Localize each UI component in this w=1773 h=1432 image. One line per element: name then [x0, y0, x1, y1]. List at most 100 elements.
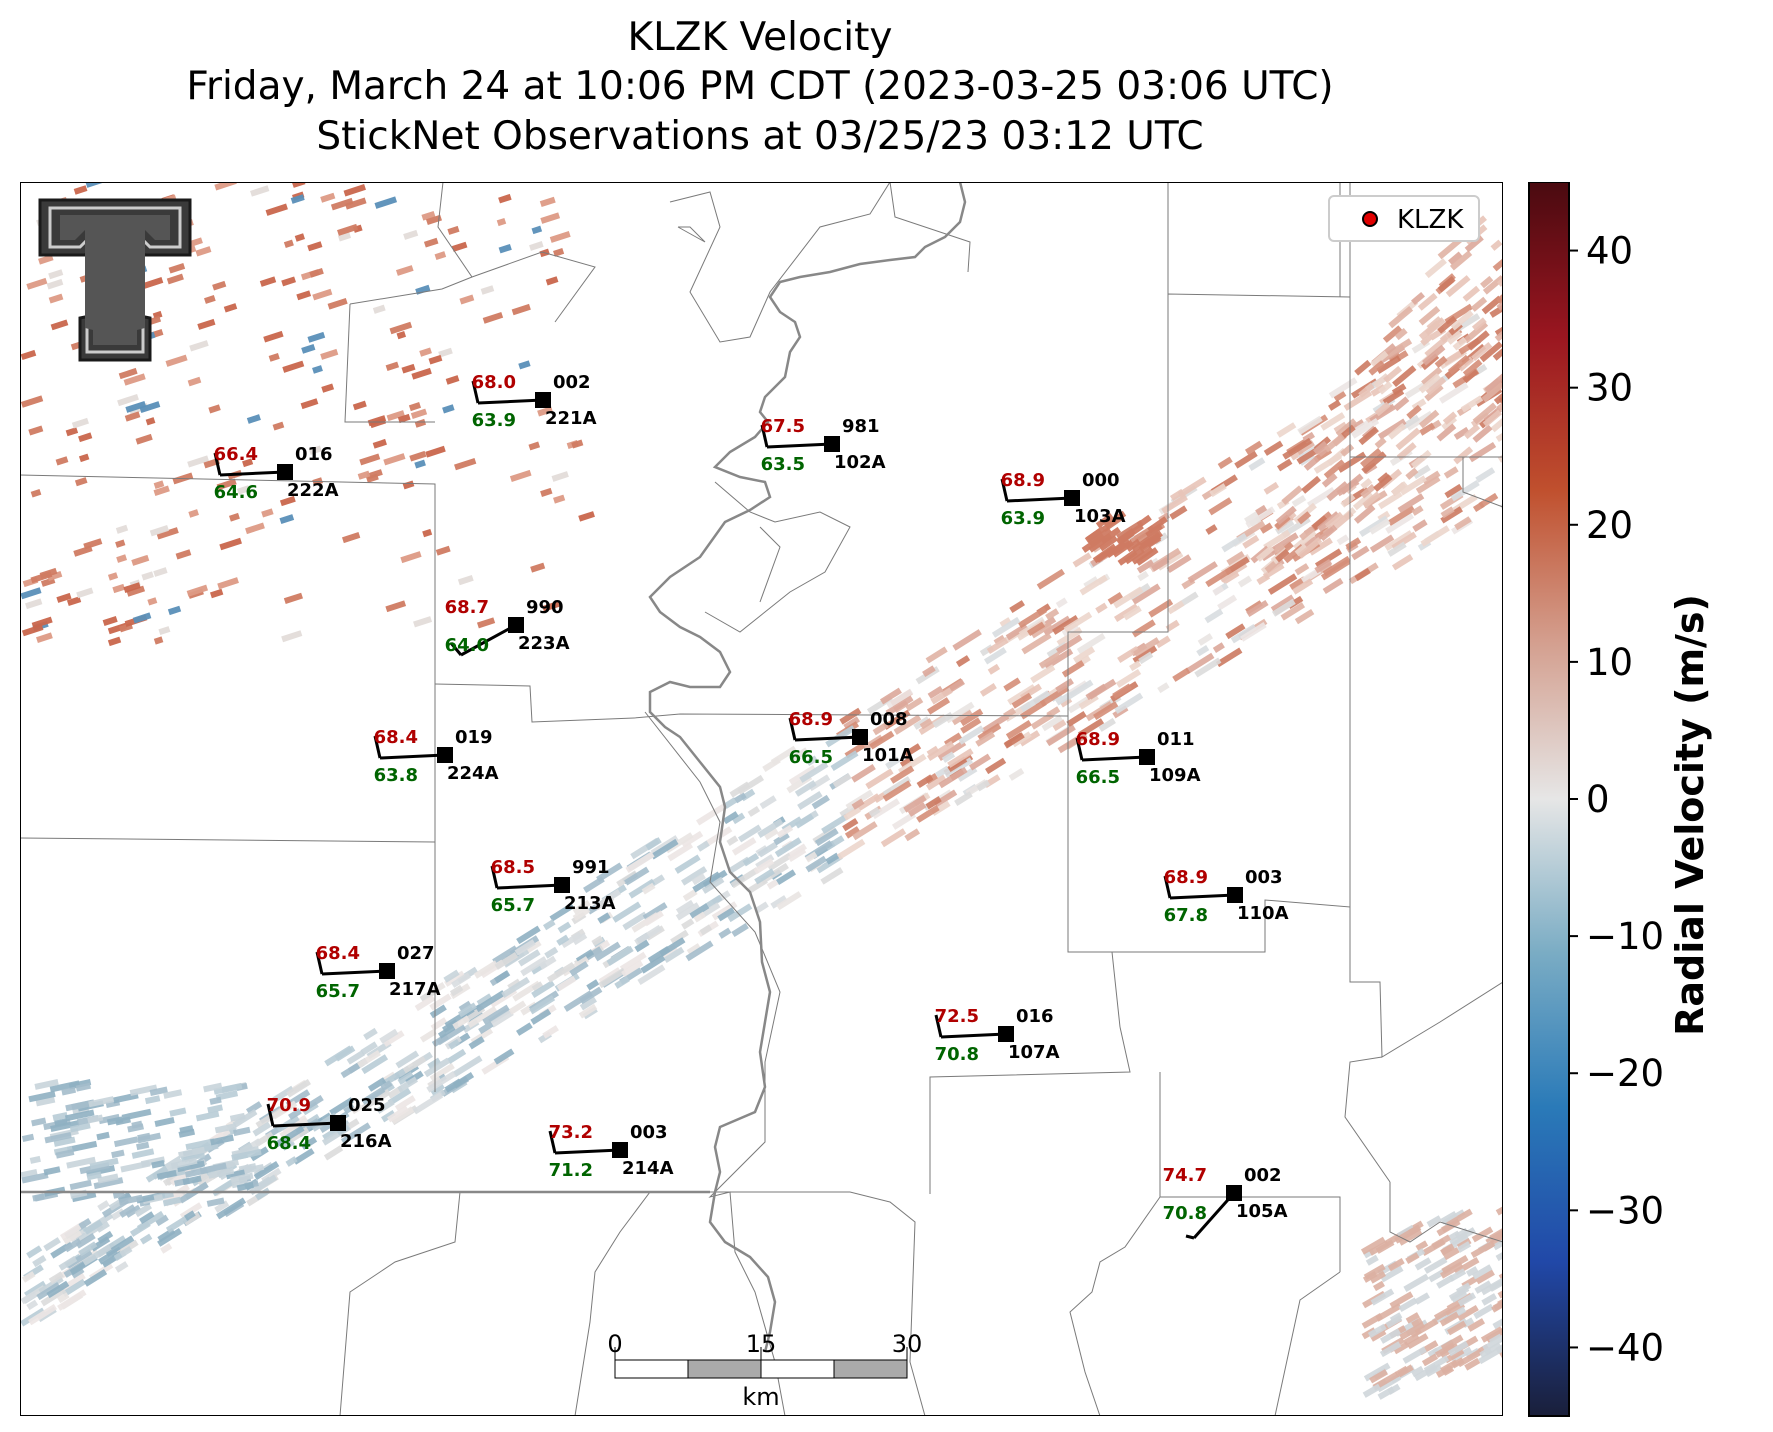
- wind-barb: [379, 753, 446, 760]
- temperature-label: 74.7: [1163, 1165, 1207, 1186]
- wind-barb: [272, 1121, 339, 1128]
- wind-barb: [794, 735, 861, 742]
- station-marker: [852, 729, 868, 745]
- station-103a: 68.9 000 63.9 103A: [1000, 470, 1126, 529]
- pressure-label: 027: [397, 943, 435, 964]
- texas-tech-logo: [38, 198, 192, 362]
- station-marker: [1139, 749, 1155, 765]
- station-213a: 68.5 991 65.7 213A: [490, 857, 616, 916]
- wind-barb-flag: [788, 717, 797, 741]
- dewpoint-label: 71.2: [549, 1160, 593, 1181]
- pressure-label: 981: [842, 416, 880, 437]
- wind-barb: [1081, 755, 1148, 762]
- colorbar-tick-label: −30: [1586, 1189, 1664, 1232]
- dewpoint-label: 66.5: [789, 747, 833, 768]
- stations-layer: 68.0 002 63.9 221A 66.4 016 64.6 222A 67.5 981 63.…: [213, 372, 1289, 1240]
- station-214a: 73.2 003 71.2 214A: [548, 1122, 674, 1181]
- pressure-label: 008: [870, 709, 908, 730]
- dewpoint-label: 70.8: [935, 1044, 979, 1065]
- radar-velocity-layer: [20, 182, 1503, 1400]
- pressure-label: 003: [630, 1122, 668, 1143]
- wind-barb-flag: [1000, 478, 1009, 502]
- station-101a: 68.9 008 66.5 101A: [788, 709, 914, 768]
- map-legend: KLZK: [1328, 195, 1480, 242]
- wind-barb-flag: [760, 424, 769, 448]
- pressure-label: 011: [1157, 729, 1195, 750]
- colorbar-tick-label: 30: [1586, 367, 1633, 410]
- wind-barb: [554, 1148, 621, 1155]
- pressure-label: 025: [348, 1095, 386, 1116]
- station-id-label: 103A: [1074, 506, 1126, 527]
- station-id-label: 222A: [287, 480, 339, 501]
- temperature-label: 68.9: [1164, 867, 1208, 888]
- station-id-label: 110A: [1237, 903, 1289, 924]
- pressure-label: 016: [1016, 1006, 1054, 1027]
- scale-unit: km: [742, 1383, 779, 1411]
- station-107a: 72.5 016 70.8 107A: [934, 1006, 1060, 1065]
- station-marker: [554, 877, 570, 893]
- title-line1: KLZK Velocity: [627, 15, 893, 60]
- wind-barb-flag: [449, 642, 463, 656]
- pressure-label: 991: [572, 857, 610, 878]
- colorbar-tick-label: −10: [1586, 915, 1664, 958]
- temperature-label: 68.9: [789, 709, 833, 730]
- wind-barb-flag: [490, 865, 499, 889]
- wind-barb: [219, 470, 286, 477]
- station-marker: [1064, 490, 1080, 506]
- station-id-label: 224A: [447, 763, 499, 784]
- title-line3: StickNet Observations at 03/25/23 03:12 …: [316, 114, 1204, 159]
- temperature-label: 66.4: [214, 444, 258, 465]
- temperature-label: 72.5: [935, 1006, 979, 1027]
- wind-barb: [477, 398, 544, 405]
- title-line2: Friday, March 24 at 10:06 PM CDT (2023-0…: [186, 64, 1334, 109]
- station-217a: 68.4 027 65.7 217A: [315, 943, 441, 1002]
- station-222a: 66.4 016 64.6 222A: [213, 444, 339, 503]
- wind-barb-flag: [934, 1014, 943, 1038]
- temperature-label: 73.2: [549, 1122, 593, 1143]
- station-marker: [1226, 1185, 1242, 1201]
- temperature-label: 68.9: [1001, 470, 1045, 491]
- dewpoint-label: 65.7: [491, 895, 535, 916]
- station-id-label: 221A: [545, 408, 597, 429]
- station-id-label: 216A: [340, 1131, 392, 1152]
- wind-barb-flag: [471, 380, 480, 404]
- dewpoint-label: 65.7: [316, 981, 360, 1002]
- colorbar: 40 30 20 10 0 −10 −20 −30 −40: [1528, 182, 1664, 1417]
- station-224a: 68.4 019 63.8 224A: [373, 727, 499, 786]
- pressure-label: 000: [1082, 470, 1120, 491]
- station-marker: [1227, 887, 1243, 903]
- wind-barb-flag: [373, 735, 382, 759]
- station-223a: 68.7 990 64.0 223A: [445, 597, 570, 657]
- temperature-label: 68.5: [491, 857, 535, 878]
- station-110a: 68.9 003 67.8 110A: [1163, 867, 1289, 926]
- temperature-label: 68.7: [445, 597, 489, 618]
- station-id-label: 213A: [564, 893, 616, 914]
- station-id-label: 102A: [834, 452, 886, 473]
- station-marker: [824, 436, 840, 452]
- pressure-label: 990: [526, 597, 564, 618]
- dewpoint-label: 68.4: [267, 1133, 311, 1154]
- colorbar-tick-label: 40: [1586, 230, 1633, 273]
- station-221a: 68.0 002 63.9 221A: [471, 372, 597, 431]
- dewpoint-label: 70.8: [1163, 1203, 1207, 1224]
- river: [648, 182, 967, 1353]
- colorbar-tick-label: 20: [1586, 504, 1633, 547]
- wind-barb-flag: [1075, 737, 1084, 761]
- dewpoint-label: 63.9: [472, 410, 516, 431]
- station-id-label: 214A: [622, 1158, 674, 1179]
- station-marker: [330, 1115, 346, 1131]
- wind-barb: [1169, 893, 1236, 900]
- pressure-label: 002: [1244, 1165, 1282, 1186]
- colorbar-tick-label: −20: [1586, 1052, 1664, 1095]
- station-id-label: 107A: [1008, 1042, 1060, 1063]
- station-marker: [437, 747, 453, 763]
- colorbar-gradient: [1528, 182, 1570, 1417]
- wind-barb: [940, 1032, 1007, 1039]
- wind-barb: [321, 969, 388, 976]
- scale-tick-15: 15: [746, 1330, 777, 1358]
- dewpoint-label: 63.9: [1001, 508, 1045, 529]
- wind-barb: [460, 623, 517, 657]
- pressure-label: 019: [455, 727, 493, 748]
- wind-barb: [496, 883, 563, 890]
- station-id-label: 105A: [1236, 1201, 1288, 1222]
